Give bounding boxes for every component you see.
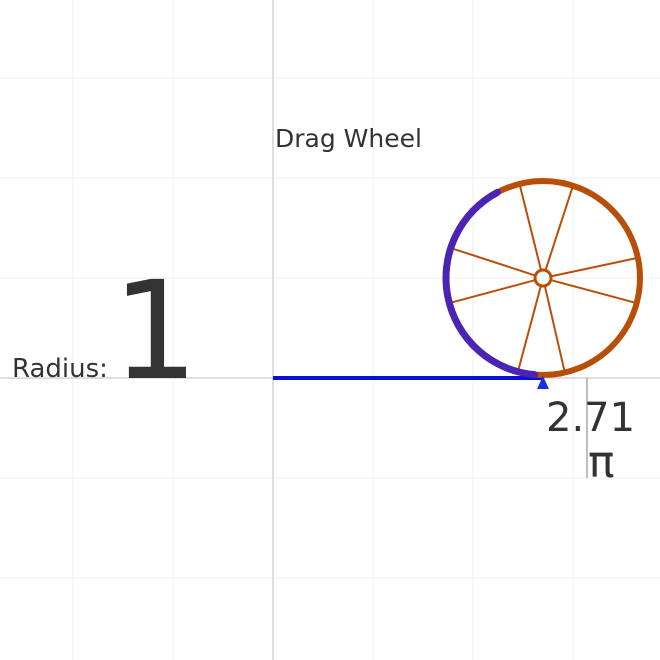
wheel[interactable] <box>442 178 643 379</box>
position-marker-icon[interactable] <box>537 376 549 389</box>
wheel-spoke <box>450 279 536 304</box>
wheel-spoke <box>517 285 542 371</box>
drag-wheel-label: Drag Wheel <box>275 124 422 153</box>
wheel-hub <box>533 268 553 288</box>
radius-label: Radius: <box>12 354 108 384</box>
distance-unit: π <box>588 437 615 488</box>
wheel-spoke <box>544 187 574 271</box>
radius-value[interactable]: 1 <box>112 253 199 411</box>
wheel-spokes <box>450 185 637 371</box>
wheel-spoke <box>452 247 536 277</box>
distance-value: 2.71 <box>546 395 635 441</box>
wheel-spoke <box>550 279 636 304</box>
rolled-arc <box>442 188 539 379</box>
wheel-spoke <box>550 257 637 278</box>
wheel-spoke <box>543 285 566 371</box>
wheel-spoke <box>519 185 543 271</box>
